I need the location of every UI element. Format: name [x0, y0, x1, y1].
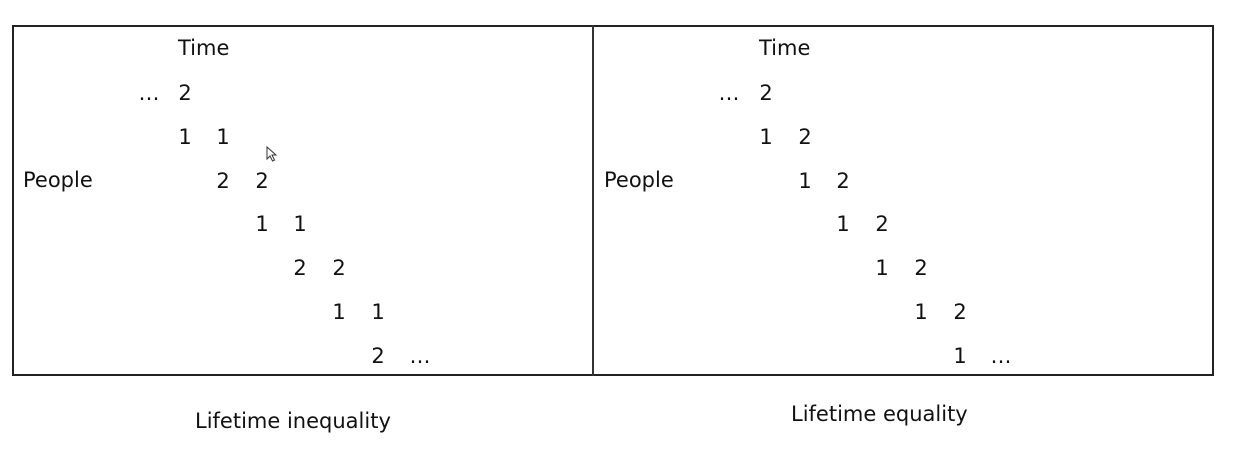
cell-r1-c1: 2	[798, 125, 812, 149]
cell-r4-c0: 1	[875, 256, 889, 280]
panel-lifetime-inequality: Time People … 2 1 1 2 2 1 1 2 2 1 1 2 …	[12, 25, 593, 376]
panel-divider	[592, 25, 594, 376]
diagram-frame	[12, 25, 1214, 376]
cell-r6-c0: 2	[371, 344, 385, 368]
panel-lifetime-equality: Time People … 2 1 2 1 2 1 2 1 2 1 2 1 …	[593, 25, 1214, 376]
cell-r2-c1: 2	[255, 169, 269, 193]
people-label: People	[604, 168, 674, 192]
cell-r0-c1: 2	[759, 81, 773, 105]
cell-r3-c1: 1	[293, 212, 307, 236]
cell-r5-c1: 1	[371, 300, 385, 324]
cell-r0-c0: …	[718, 81, 740, 105]
cell-r4-c0: 2	[293, 256, 307, 280]
cell-r3-c0: 1	[255, 212, 269, 236]
cell-r1-c0: 1	[178, 125, 192, 149]
cell-r5-c0: 1	[332, 300, 346, 324]
cell-r6-c1: …	[990, 344, 1012, 368]
cell-r4-c1: 2	[914, 256, 928, 280]
cell-r2-c1: 2	[836, 169, 850, 193]
time-label: Time	[178, 36, 230, 60]
cell-r4-c1: 2	[332, 256, 346, 280]
cell-r1-c1: 1	[216, 125, 230, 149]
cell-r0-c0: …	[138, 81, 160, 105]
mouse-pointer-icon	[266, 146, 278, 162]
caption-lifetime-equality: Lifetime equality	[791, 402, 968, 426]
cell-r3-c0: 1	[836, 212, 850, 236]
caption-lifetime-inequality: Lifetime inequality	[195, 409, 391, 433]
cell-r5-c1: 2	[953, 300, 967, 324]
cell-r6-c0: 1	[953, 344, 967, 368]
cell-r5-c0: 1	[914, 300, 928, 324]
cell-r0-c1: 2	[178, 81, 192, 105]
cell-r3-c1: 2	[875, 212, 889, 236]
cell-r1-c0: 1	[759, 125, 773, 149]
cell-r6-c1: …	[409, 344, 431, 368]
cell-r2-c0: 1	[798, 169, 812, 193]
time-label: Time	[759, 36, 811, 60]
cell-r2-c0: 2	[216, 169, 230, 193]
people-label: People	[23, 168, 93, 192]
